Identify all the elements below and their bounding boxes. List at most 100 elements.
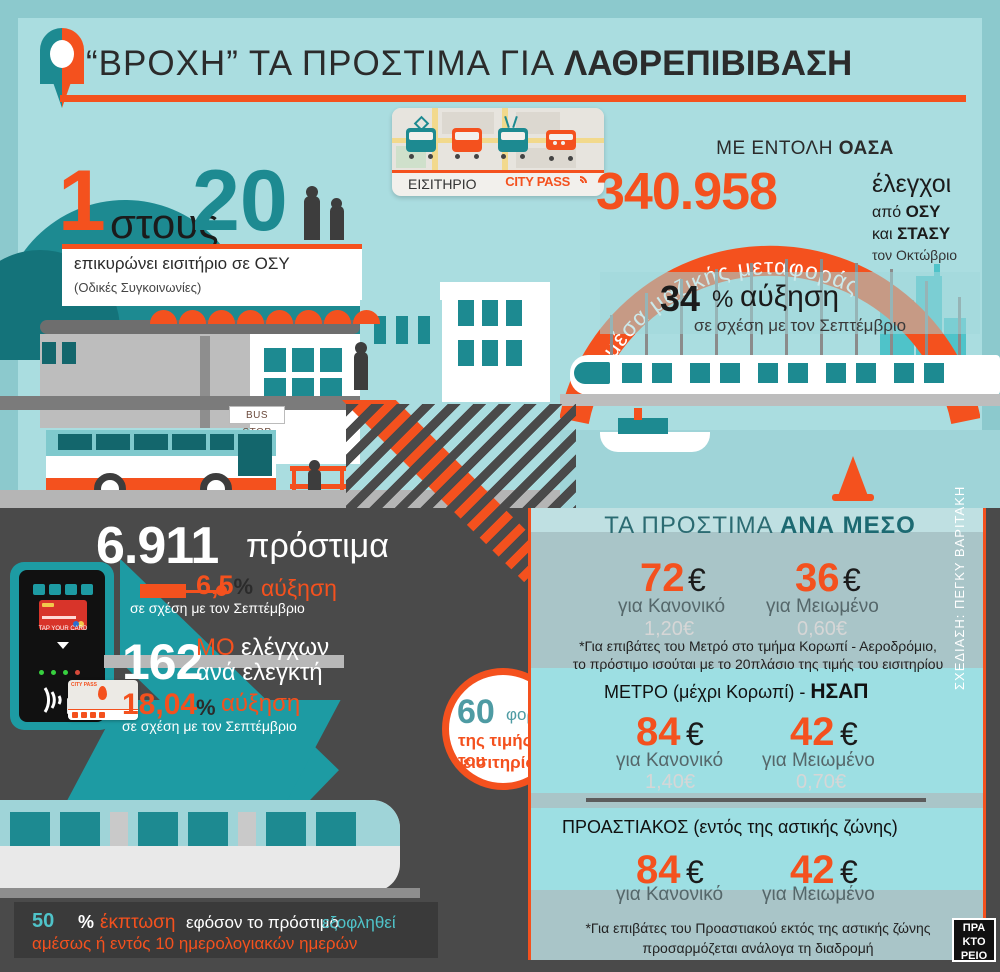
bench-leg (292, 470, 296, 498)
fines-indicator-bar (140, 584, 186, 598)
fee-normal-euro-0: € (688, 562, 706, 598)
fee-reduced-base-val-0: 0,60 (797, 618, 836, 640)
citypass-card-graphic: CITY PASS (68, 680, 138, 720)
logo-line-3: ΡΕΙΟ (960, 950, 988, 962)
increase-34-sub: σε σχέση με τον Σεπτέμβριο (693, 316, 907, 335)
metro-track (0, 888, 420, 898)
fee-reduced-euro-1: € (840, 716, 858, 752)
train-window (788, 363, 808, 383)
ratio-caption-line1: επικυρώνει εισιτήριο σε ΟΣΥ (74, 254, 290, 273)
oasa-from-plain: από (872, 204, 906, 221)
metro-door (238, 812, 256, 846)
checks-increase-sub: σε σχέση με τον Σεπτέμβριο (122, 718, 297, 734)
bus-stop-sign: BUS STOP (229, 406, 285, 438)
fee-section-heading-1-note: (μέχρι Κορωπί) - (668, 682, 811, 702)
fee-section-heading-1: ΜΕΤΡΟ (μέχρι Κορωπί) - ΗΣΑΠ (604, 680, 868, 704)
checks-abbr: ΜΟ (196, 634, 235, 661)
fee-normal-euro-1: € (686, 716, 704, 752)
discount-verb: εξοφληθεί (322, 913, 396, 932)
validator-vehicle-icons (33, 584, 93, 596)
discount-condition: εφόσον το πρόστιμο (186, 913, 339, 932)
oasa-count: 340.958 (596, 163, 778, 221)
fee-normal-base-1: 1,40€ (645, 768, 695, 794)
checks-word2: ανά ελεγκτή (196, 659, 323, 686)
fines-indicator-dot (216, 585, 227, 596)
fee-reduced-label-0: για Μειωμένο (766, 596, 879, 617)
person-seated-head (309, 460, 320, 471)
boat-hull (600, 432, 710, 452)
increase-34-box (600, 272, 980, 334)
increase-34-word: αύξηση (740, 280, 840, 313)
validator-tap-label: TAP YOUR CARD (38, 626, 88, 632)
terminal-ledge (0, 396, 360, 410)
fines-panel-title: ΤΑ ΠΡΟΣΤΙΜΑ ΑΝΑ ΜΕΣΟ (560, 512, 960, 540)
fee-reduced-base-eur-1: € (834, 771, 847, 793)
bus-window (172, 434, 206, 450)
train-window (924, 363, 944, 383)
fee-normal-base-0: 1,20€ (644, 615, 694, 641)
train-window (652, 363, 672, 383)
fee-reduced-base-0: 0,60€ (797, 615, 847, 641)
ticket-label: ΕΙΣΙΤΗΡΙΟ (408, 176, 477, 192)
boat-cabin (618, 418, 668, 434)
train-track (560, 394, 1000, 406)
oasa-count-word: έλεγχοι (872, 170, 952, 198)
fee-normal-amount-1: 84 (636, 710, 681, 754)
header-band (18, 18, 982, 106)
fee-normal-base-val-1: 1,40 (645, 771, 684, 793)
multiplier-line1: της τιμής του (458, 731, 532, 770)
metro-window (60, 812, 100, 846)
train-window (622, 363, 642, 383)
fee-reduced-amount-2: 42 (790, 848, 835, 892)
fee-normal-base-eur-0: € (682, 618, 695, 640)
bus-stripe (46, 478, 276, 490)
card-validator-icon: TAP YOUR CARD CITY PASS (10, 562, 138, 730)
oasa-kicker-bold: ΟΑΣΑ (838, 138, 894, 159)
person-standing (354, 352, 368, 390)
validator-screen: TAP YOUR CARD (19, 570, 105, 722)
fines-panel-title-plain: ΤΑ ΠΡΟΣΤΙΜΑ (604, 512, 780, 539)
validator-leds (39, 670, 87, 676)
checks-increase-value: 18,04 (122, 688, 198, 721)
person-standing-head (355, 342, 367, 354)
metro-window (138, 812, 178, 846)
discount-line2: αμέσως ή εντός 10 ημερολογιακών ημερών (32, 934, 358, 953)
page-title-plain: “ΒΡΟΧΗ” ΤΑ ΠΡΟΣΤΙΜΑ ΓΙΑ (86, 44, 564, 83)
validator-card-graphic (39, 600, 87, 630)
fee-reduced-base-eur-0: € (835, 618, 848, 640)
train-window (690, 363, 710, 383)
ratio-caption-box (62, 244, 362, 306)
ratio-middle-word: στους (110, 200, 219, 247)
person-head-1 (306, 186, 318, 198)
fee-reduced-euro-2: € (840, 854, 858, 890)
discount-pct-value: 50 (32, 910, 55, 932)
fee-reduced-label-1: για Μειωμένο (762, 750, 875, 771)
fee-reduced-amount-0: 36 (795, 556, 840, 600)
checks-word1: ελέγχων (241, 634, 330, 661)
fines-increase-value: 6,5 (196, 570, 234, 600)
bus-window (210, 434, 234, 450)
page-title: “ΒΡΟΧΗ” ΤΑ ΠΡΟΣΤΙΜΑ ΓΙΑ ΛΑΘΡΕΠΙΒΙΒΑΣΗ (86, 38, 966, 90)
fines-panel (528, 508, 986, 960)
oasa-from: από ΟΣΥ (872, 202, 940, 222)
ticket-card: ΕΙΣΙΤΗΡΙΟ CITY PASS (392, 108, 604, 196)
bus-window (96, 434, 130, 450)
fee-note-0-line1: *Για επιβάτες του Μετρό στο τμήμα Κορωπί… (579, 638, 937, 654)
increase-34-value: 34 (660, 278, 701, 319)
fines-panel-title-bold: ΑΝΑ ΜΕΣΟ (780, 512, 916, 539)
fee-normal-amount-2: 84 (636, 848, 681, 892)
validator-arrow-icon (57, 642, 69, 649)
checks-divider-bar (104, 655, 344, 668)
fee-normal-amount-0: 72 (640, 556, 685, 600)
designer-credit: ΣΧΕΔΙΑΣΗ: ΠΕΓΚΥ ΒΑΡΙΤΑΚΗ (952, 485, 967, 690)
fines-increase-sub: σε σχέση με τον Σεπτέμβριο (130, 600, 305, 616)
fee-section-heading-2: ΠΡΟΑΣΤΙΑΚΟΣ (εντός της αστικής ζώνης) (562, 815, 898, 839)
metro-window (10, 812, 50, 846)
oasa-kicker: ΜΕ ΕΝΤΟΛΗ ΟΑΣΑ (640, 138, 970, 160)
train-window (758, 363, 778, 383)
bus-door (238, 434, 272, 476)
discount-word: έκπτωση (100, 912, 176, 933)
agency-logo: ΠΡΑ ΚΤΟ ΡΕΙΟ (952, 918, 996, 962)
fee-reduced-base-1: 0,70€ (796, 768, 846, 794)
discount-bar (14, 902, 438, 958)
